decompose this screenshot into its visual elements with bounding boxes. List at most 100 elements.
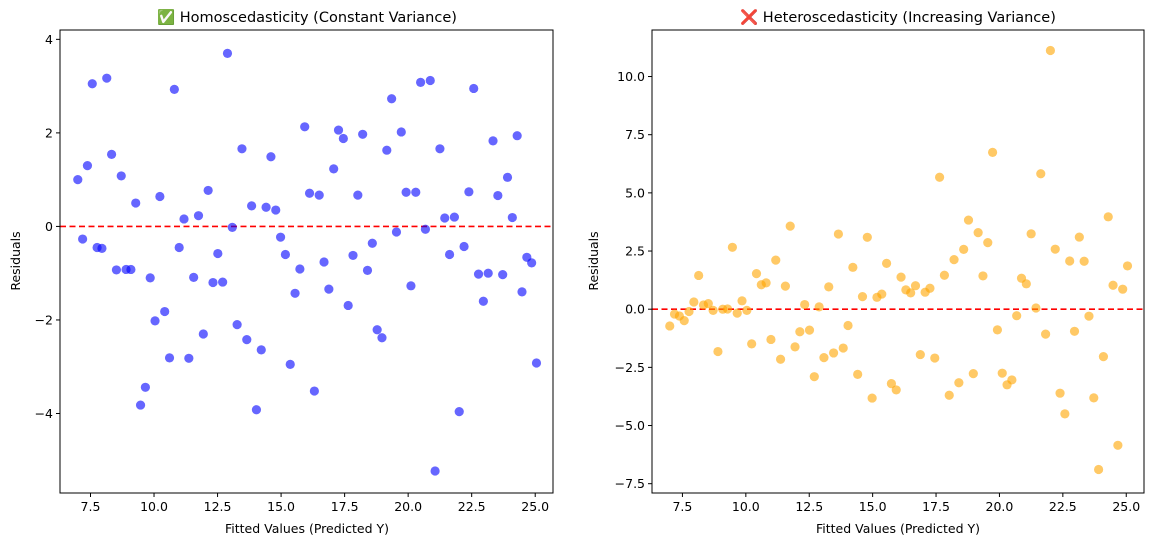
x-tick-label: 25.0 — [521, 499, 549, 514]
y-tick-label: −5.0 — [615, 418, 645, 433]
data-point — [396, 127, 406, 137]
data-point — [992, 325, 1003, 335]
data-point — [348, 250, 358, 261]
data-point — [800, 299, 810, 310]
data-point — [694, 270, 704, 281]
data-point — [963, 215, 974, 225]
data-point — [116, 171, 126, 181]
data-point — [78, 234, 88, 244]
data-point — [420, 224, 431, 234]
data-point — [280, 249, 291, 260]
data-point — [1108, 280, 1118, 290]
data-point — [742, 305, 752, 315]
data-point — [213, 248, 223, 259]
data-point — [1084, 311, 1094, 321]
data-point — [1036, 169, 1046, 179]
data-point — [435, 144, 445, 154]
data-point — [319, 257, 329, 267]
x-tick-label: 12.5 — [795, 499, 823, 514]
data-point — [469, 83, 479, 94]
data-point — [896, 272, 906, 282]
data-point — [82, 161, 93, 171]
x-tick-label: 15.0 — [267, 499, 295, 514]
data-point — [155, 191, 165, 202]
y-tick-label: 2 — [45, 125, 53, 140]
x-tick-label: 20.0 — [394, 499, 422, 514]
data-point — [944, 390, 954, 400]
data-point — [1103, 212, 1113, 222]
data-point — [179, 214, 189, 224]
data-point — [454, 407, 464, 417]
x-axis-ticks: 7.5 10.0 12.5 15.0 17.5 20.0 22.5 25.0 — [81, 493, 549, 514]
axes-frame — [59, 29, 554, 494]
data-point — [222, 48, 233, 58]
data-point — [372, 325, 382, 335]
x-tick-label: 10.0 — [140, 499, 168, 514]
data-point — [459, 241, 469, 252]
residual-points — [73, 48, 542, 476]
data-point — [1094, 464, 1104, 475]
data-point — [848, 262, 858, 272]
x-tick-label: 10.0 — [732, 499, 760, 514]
data-point — [843, 320, 853, 331]
data-point — [780, 281, 790, 291]
y-tick-label: −7.5 — [615, 476, 645, 491]
data-point — [164, 353, 175, 363]
data-point — [713, 346, 723, 357]
data-point — [391, 227, 402, 237]
data-point — [411, 187, 421, 197]
data-point — [819, 352, 829, 363]
data-point — [218, 277, 228, 287]
data-point — [517, 287, 527, 297]
y-tick-label: 5.0 — [625, 185, 645, 200]
data-point — [1045, 45, 1056, 56]
data-point — [708, 305, 718, 315]
data-point — [502, 172, 513, 182]
y-tick-label: 0.0 — [625, 302, 645, 317]
data-point — [97, 243, 107, 254]
plot-title: ✅ Homoscedasticity (Constant Variance) — [157, 8, 457, 26]
data-point — [930, 353, 940, 363]
data-point — [102, 73, 112, 83]
data-point — [232, 320, 242, 330]
data-point — [968, 369, 978, 379]
data-point — [440, 213, 450, 223]
y-axis-label: Residuals — [8, 231, 23, 290]
data-point — [978, 271, 988, 281]
data-point — [261, 202, 271, 212]
data-point — [867, 393, 877, 403]
data-point — [1065, 256, 1075, 266]
data-point — [881, 258, 892, 268]
homoscedasticity-plot: ✅ Homoscedasticity (Constant Variance) 7… — [8, 8, 554, 536]
data-point — [684, 306, 694, 317]
data-point — [925, 283, 935, 293]
data-point — [1026, 229, 1036, 239]
axes-frame — [651, 29, 1145, 494]
data-point — [857, 292, 868, 302]
data-point — [722, 304, 733, 314]
x-axis-label: Fitted Values (Predicted Y) — [816, 521, 980, 536]
data-point — [949, 255, 959, 265]
x-tick-label: 25.0 — [1112, 499, 1140, 514]
data-point — [804, 325, 815, 335]
data-point — [1079, 256, 1089, 266]
data-point — [877, 289, 887, 299]
data-point — [747, 339, 757, 349]
data-point — [483, 268, 493, 278]
data-point — [111, 265, 122, 275]
data-point — [87, 79, 97, 89]
data-point — [910, 281, 921, 291]
data-point — [444, 249, 455, 260]
data-point — [939, 270, 950, 280]
x-axis-label: Fitted Values (Predicted Y) — [225, 521, 389, 536]
data-point — [275, 232, 286, 242]
data-point — [401, 187, 411, 197]
y-tick-label: 7.5 — [625, 127, 645, 142]
data-point — [886, 379, 897, 389]
data-point — [126, 264, 136, 275]
data-point — [507, 212, 517, 223]
data-point — [309, 386, 319, 396]
data-point — [329, 164, 339, 174]
data-point — [290, 288, 300, 298]
data-point — [416, 77, 426, 87]
